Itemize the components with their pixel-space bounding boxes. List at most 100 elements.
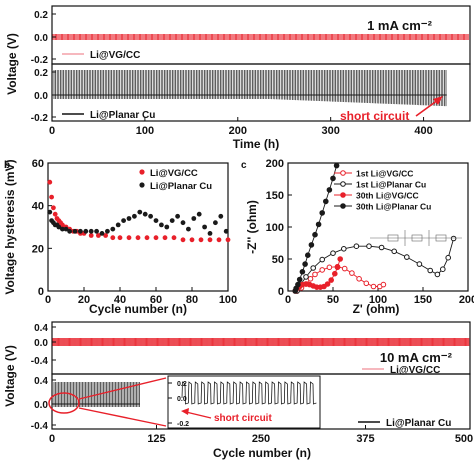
planar-1st-point <box>450 235 457 242</box>
planar-1st-point <box>445 254 452 261</box>
panel-a-x-tick: 0 <box>49 125 55 137</box>
planar-point <box>169 218 175 224</box>
vgcc-point <box>162 235 168 241</box>
planar-1st-point <box>404 254 410 260</box>
planar-point <box>180 220 186 226</box>
panel-b-y-tick: 0 <box>38 286 44 298</box>
panel-b-letter: b <box>4 160 10 171</box>
vgcc-point <box>180 237 186 243</box>
vgcc-point <box>216 237 222 243</box>
planar-point <box>67 228 72 234</box>
planar-point <box>94 228 99 234</box>
panel-d-top-y-tick: -0.4 <box>31 356 49 367</box>
panel-a-short-circuit-label: short circuit <box>340 109 409 123</box>
panel-b-legend-vgcc: Li@VG/CC <box>150 168 198 179</box>
planar-30th-point <box>330 175 336 182</box>
panel-b-y-tick: 60 <box>32 158 44 170</box>
panel-d-x-tick: 0 <box>49 433 55 445</box>
vgcc-point <box>153 235 159 241</box>
panel-a-arrowhead <box>433 96 443 105</box>
panel-d-bottom-y-tick: 0.0 <box>34 400 48 411</box>
planar-point <box>99 231 105 236</box>
planar-point <box>186 226 191 232</box>
planar-1st-point <box>319 256 326 263</box>
panel-d: 0.4 0.0 -0.4 0.4 0.0 -0.4 0 125 250 375 500 10 mA… <box>3 321 473 460</box>
vgcc-point <box>49 194 54 200</box>
legend-marker <box>340 192 346 198</box>
panel-d-x-label: Cycle number (n) <box>213 446 311 460</box>
vgcc-1st-point <box>319 267 326 273</box>
planar-point <box>121 218 126 224</box>
planar-30th-point <box>326 187 333 193</box>
panel-b-legend-planar: Li@Planar Cu <box>150 181 212 192</box>
panel-b-y-tick: 20 <box>32 243 44 255</box>
planar-1st-point <box>427 267 434 274</box>
panel-c-y-tick: 150 <box>266 190 284 202</box>
planar-point <box>142 211 148 217</box>
panel-a-x-tick: 100 <box>136 125 154 137</box>
panel-b-x-label: Cycle number (n) <box>89 302 187 316</box>
vgcc-point <box>88 233 94 238</box>
inset-y-tick: -0.2 <box>177 421 189 428</box>
panel-a-top-y-tick: 0.2 <box>34 10 48 21</box>
planar-point <box>191 216 197 221</box>
zoom-line-bottom <box>78 407 167 427</box>
panel-c-y-tick: 100 <box>266 222 284 234</box>
panel-c-legend-vgcc-30th: 30th Li@VG/CC <box>356 191 419 201</box>
planar-point <box>175 213 181 219</box>
inset-frame <box>167 375 321 429</box>
planar-point <box>115 222 121 228</box>
panel-c-x-tick: 0 <box>285 294 291 306</box>
planar-point <box>60 226 65 232</box>
panel-d-bottom-y-tick: -0.4 <box>31 421 49 432</box>
vgcc-1st-point <box>341 265 348 272</box>
panel-d-x-ticks: 0 125 250 375 500 <box>49 425 473 445</box>
panel-a-vgcc-trace <box>52 34 469 40</box>
planar-1st-point <box>391 248 398 255</box>
panel-d-legend-planar: Li@Planar Cu <box>386 418 451 429</box>
panel-a-y-ticks: 0.2 0.0 -0.2 0.2 0.0 -0.2 <box>31 10 56 124</box>
planar-point <box>56 224 62 230</box>
panel-b-x-tick: 80 <box>186 294 198 306</box>
panel-d-bottom-y-tick: 0.4 <box>34 376 48 387</box>
panel-c-x-tick: 200 <box>459 294 474 306</box>
planar-1st-point <box>303 274 309 280</box>
inset-y-tick: 0.2 <box>177 381 187 388</box>
vgcc-30th-point <box>328 277 335 283</box>
panel-d-top-y-tick: 0.0 <box>34 338 48 349</box>
panel-b-x-tick: 0 <box>45 294 51 306</box>
panel-a-bottom-frame <box>51 63 471 122</box>
inset-short-circuit-label: short circuit <box>214 413 272 424</box>
panel-a-x-tick: 300 <box>321 125 339 137</box>
panel-b: b 0 20 40 60 80 100 0 20 40 60 Li@VG/CC Li@Planar… <box>3 158 237 316</box>
panel-a-bottom-y-tick: -0.2 <box>31 113 49 124</box>
planar-30th-point <box>333 162 340 169</box>
vgcc-30th-point <box>334 264 341 271</box>
panel-c-x-tick: 100 <box>369 294 387 306</box>
panel-c-x-tick: 150 <box>414 294 432 306</box>
planar-30th-point <box>312 231 318 238</box>
panel-d-y-ticks: 0.4 0.0 -0.4 0.4 0.0 -0.4 <box>31 323 56 432</box>
vgcc-point <box>51 205 56 211</box>
panel-b-ticks: 0 20 40 60 80 100 0 20 40 60 <box>32 158 237 306</box>
planar-point <box>148 213 154 219</box>
vgcc-1st-point <box>326 264 333 271</box>
vgcc-point <box>110 235 116 241</box>
equivalent-circuit-icon <box>370 230 462 246</box>
vgcc-point <box>198 237 204 243</box>
panel-d-top-y-tick: 0.4 <box>34 323 48 334</box>
panel-c-y-tick: 200 <box>266 158 284 170</box>
planar-30th-point <box>305 252 311 258</box>
vgcc-point <box>189 237 195 243</box>
vgcc-point <box>96 233 101 238</box>
panel-a-x-tick: 200 <box>229 125 247 137</box>
inset-trace <box>181 381 317 405</box>
planar-point <box>88 228 94 234</box>
panel-a-planar-trace <box>52 70 447 107</box>
panel-c-y-tick: 0 <box>278 286 284 298</box>
panel-a-legend-vgcc: Li@VG/CC <box>90 50 140 61</box>
vgcc-1st-point <box>370 283 377 290</box>
planar-30th-point <box>308 242 315 248</box>
legend-marker <box>340 170 346 176</box>
panel-b-x-tick: 40 <box>114 294 126 306</box>
